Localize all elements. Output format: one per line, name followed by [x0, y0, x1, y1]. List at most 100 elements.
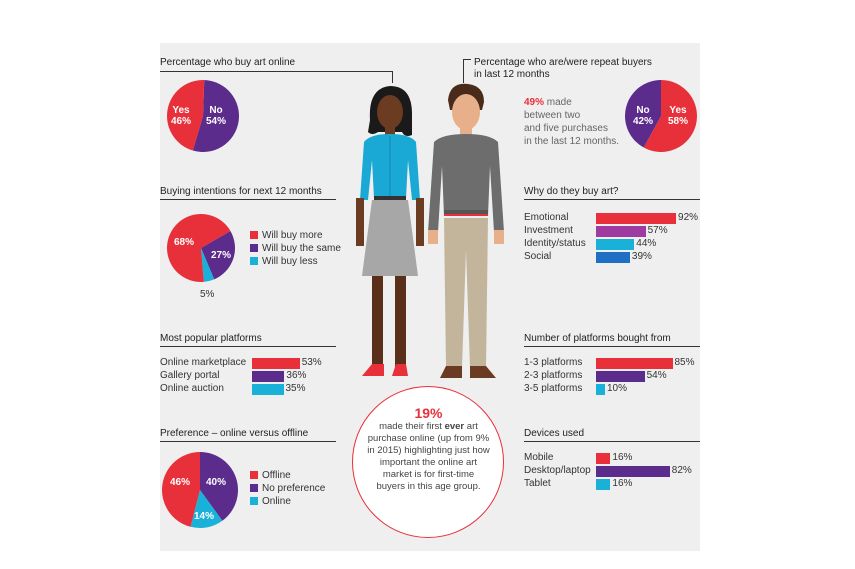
- online-no-name: No: [209, 105, 223, 116]
- intentions-legend-same: Will buy the same: [250, 243, 341, 255]
- intentions-less-value: 5%: [200, 289, 215, 300]
- online-yes-label: Yes 46%: [166, 105, 196, 127]
- bar: [596, 252, 630, 263]
- intentions-more-value: 68%: [173, 237, 194, 248]
- pie-slice: [643, 80, 697, 152]
- preference-offline-value: 46%: [169, 477, 190, 488]
- repeat-note: 49% made between two and five purchases …: [524, 96, 619, 148]
- bar: [252, 371, 285, 382]
- pie-slice: [162, 452, 200, 527]
- online-rule: [160, 71, 392, 72]
- legend-label: Will buy less: [262, 256, 318, 267]
- bar-value-label: 39%: [631, 251, 652, 262]
- legend-label: Online: [262, 496, 291, 507]
- bar-value-label: 36%: [286, 370, 307, 381]
- bar-category-label: Gallery portal: [160, 370, 220, 381]
- bar-category-label: Investment: [524, 225, 573, 236]
- bar-value-label: 82%: [671, 465, 692, 476]
- intentions-pie: [167, 214, 235, 282]
- online-connector: [392, 71, 393, 83]
- bar-value-label: 53%: [301, 357, 322, 368]
- intentions-legend-more: Will buy more: [250, 230, 323, 242]
- legend-label: Will buy the same: [262, 243, 341, 254]
- bar-value-label: 54%: [646, 370, 667, 381]
- preference-nopref-value: 40%: [205, 477, 226, 488]
- bar-category-label: Social: [524, 251, 552, 262]
- preference-pie: [162, 452, 238, 528]
- legend-label: No preference: [262, 483, 326, 494]
- repeat-pie: [625, 80, 697, 152]
- bar-category-label: 1-3 platforms: [524, 357, 583, 368]
- intentions-legend-less: Will buy less: [250, 256, 318, 268]
- callout-line2: purchase online (up from 9%: [367, 433, 490, 444]
- callout-text: 19% made their first ever art purchase o…: [352, 405, 505, 493]
- bar-value-label: 35%: [285, 383, 306, 394]
- preference-title: Preference – online versus offline: [160, 428, 309, 439]
- bar-value-label: 16%: [612, 452, 633, 463]
- preference-legend-online: Online: [250, 496, 291, 508]
- repeat-no-value: 42%: [632, 116, 653, 127]
- callout-circle: [352, 386, 504, 538]
- man-figure: [428, 83, 504, 378]
- callout-line4: important the online art: [379, 457, 478, 468]
- pie-slice: [190, 490, 223, 528]
- bar: [252, 358, 300, 369]
- repeat-note-line2: between two: [524, 110, 581, 121]
- platforms-rule: [160, 346, 336, 347]
- bar: [596, 239, 635, 250]
- bar: [596, 479, 611, 490]
- preference-rule: [160, 441, 336, 442]
- repeat-connector-h: [463, 59, 471, 60]
- callout-big-number: 19%: [414, 405, 443, 421]
- online-no-value: 54%: [205, 116, 226, 127]
- num-platforms-title: Number of platforms bought from: [524, 333, 671, 344]
- num-platforms-rule: [524, 346, 700, 347]
- repeat-yes-name: Yes: [669, 105, 687, 116]
- repeat-yes-label: Yes 58%: [664, 105, 692, 127]
- pie-slice: [625, 80, 661, 148]
- bar-value-label: 57%: [647, 225, 668, 236]
- bar: [252, 384, 284, 395]
- intentions-rule: [160, 199, 336, 200]
- bar-category-label: 2-3 platforms: [524, 370, 583, 381]
- repeat-title-line2: in last 12 months: [474, 69, 550, 80]
- why-rule: [524, 199, 700, 200]
- pie-slice: [167, 80, 205, 151]
- bar: [596, 371, 645, 382]
- devices-rule: [524, 441, 700, 442]
- callout-line6: buyers in this age group.: [376, 481, 481, 492]
- bar: [596, 384, 605, 395]
- bar: [596, 358, 673, 369]
- devices-title: Devices used: [524, 428, 585, 439]
- pie-slice: [201, 248, 215, 282]
- bar-category-label: 3-5 platforms: [524, 383, 583, 394]
- bar-value-label: 16%: [612, 478, 633, 489]
- preference-legend-nopref: No preference: [250, 483, 325, 495]
- bar: [596, 453, 611, 464]
- legend-label: Will buy more: [262, 230, 323, 241]
- repeat-note-line1: made: [544, 97, 572, 108]
- repeat-no-name: No: [636, 105, 650, 116]
- repeat-note-line4: in the last 12 months.: [524, 136, 620, 147]
- people-illustration: [356, 83, 504, 378]
- repeat-title-line1: Percentage who are/were repeat buyers: [474, 57, 652, 68]
- repeat-highlight: 49%: [524, 97, 545, 108]
- bar-category-label: Tablet: [524, 478, 551, 489]
- repeat-title: Percentage who are/were repeat buyers in…: [474, 57, 652, 81]
- swatch-purple: [250, 484, 258, 492]
- bar-category-label: Identity/status: [524, 238, 586, 249]
- callout-line1b: art: [464, 421, 478, 432]
- platforms-title: Most popular platforms: [160, 333, 262, 344]
- preference-online-value: 14%: [193, 511, 214, 522]
- bar-category-label: Desktop/laptop: [524, 465, 591, 476]
- callout-bold: ever: [444, 421, 465, 432]
- bar-value-label: 44%: [636, 238, 657, 249]
- bar: [596, 226, 646, 237]
- callout-line5: market is for first-time: [382, 469, 475, 480]
- swatch-cyan: [250, 497, 258, 505]
- swatch-red: [250, 471, 258, 479]
- bar-category-label: Online marketplace: [160, 357, 247, 368]
- repeat-note-line3: and five purchases: [524, 123, 608, 134]
- bar: [596, 213, 677, 224]
- online-no-label: No 54%: [201, 105, 231, 127]
